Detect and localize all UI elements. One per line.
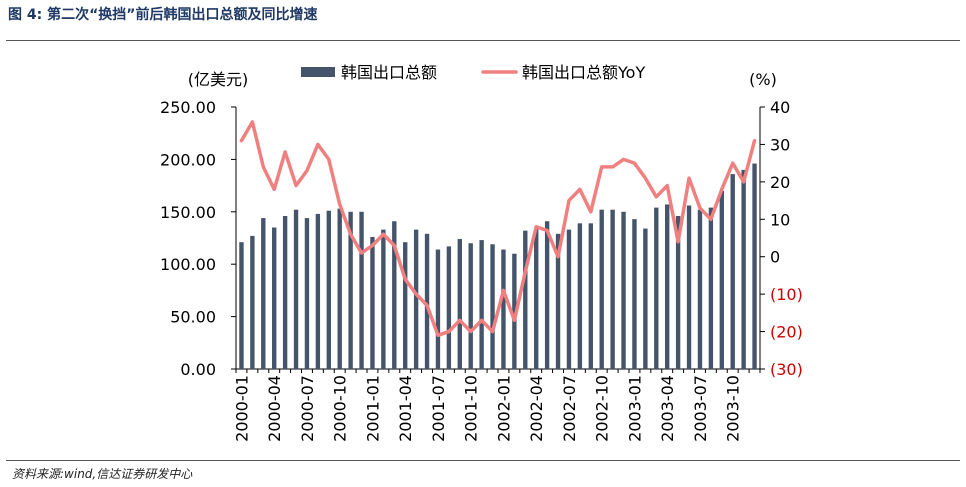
bar-2001-08 [446,246,452,369]
bar-2002-10 [599,209,604,369]
bar-2003-04 [665,204,670,369]
bar-2002-11 [610,209,615,369]
right-tick-label: (20) [770,323,803,342]
right-axis-unit: (%) [749,70,777,89]
bar-2003-05 [675,215,681,369]
bar-2003-03 [654,207,659,369]
bar-2003-11 [741,169,746,369]
right-tick-label: 30 [770,135,790,154]
bar-2001-03 [392,221,397,369]
bar-2002-01 [501,249,506,369]
left-tick-label: 200.00 [160,150,216,169]
bar-2000-01 [239,242,244,369]
legend-swatch-bar [301,67,335,77]
x-tick-label: 2001-01 [363,375,382,442]
bar-2003-10 [730,174,735,369]
line-series [239,120,757,338]
x-tick-label: 2002-04 [527,375,546,442]
bar-2002-06 [555,233,561,369]
bar-2001-02 [381,229,386,369]
bar-2001-11 [479,240,484,369]
bar-2003-09 [719,190,724,369]
right-tick-label: 20 [770,173,790,192]
bar-2002-12 [621,211,626,369]
bar-2001-10 [468,243,473,369]
page-title: 图 4: 第二次“换挡”前后韩国出口总额及同比增速 [8,7,318,23]
x-tick-label: 2000-07 [298,375,317,442]
bar-2000-08 [315,213,321,369]
bar-2002-04 [534,228,539,369]
x-tick-label: 2003-04 [658,375,677,442]
bar-2000-04 [272,227,277,369]
right-tick-label: 10 [770,210,790,229]
x-tick-label: 2003-10 [724,375,743,442]
labels-layer: 0.00 50.00 100.00 150.00 200.00 250.00 (30) (20… [160,63,803,442]
yoy-line [239,120,757,338]
bar-2003-06 [686,205,692,369]
x-tick-label: 2001-07 [429,375,448,442]
bar-2001-06 [424,233,430,369]
bar-2000-10 [337,208,342,369]
bar-2000-06 [293,209,299,369]
bar-2003-12 [752,163,757,369]
right-tick-label: 40 [770,98,790,117]
left-tick-label: 250.00 [160,98,216,117]
left-tick-label: 0.00 [180,360,216,379]
bar-2001-05 [413,229,419,369]
bar-2000-09 [326,210,331,369]
x-tick-label: 2003-07 [691,375,710,442]
bar-2001-01 [370,236,375,369]
bar-2003-01 [632,219,637,369]
x-tick-label: 2001-04 [396,375,415,442]
source-note: 资料来源:wind,信达证券研发中心 [12,467,193,481]
left-tick-label: 50.00 [170,308,216,327]
bar-2002-03 [523,230,528,369]
bar-2002-02 [512,253,517,369]
bar-2000-05 [282,215,288,369]
x-tick-label: 2002-01 [494,375,513,442]
bar-2002-09 [588,223,593,369]
bar-2001-07 [435,249,441,369]
footer-divider [6,460,960,461]
right-tick-label: (10) [770,285,803,304]
legend-label-bar: 韩国出口总额 [341,63,437,82]
x-tick-label: 2002-10 [593,375,612,442]
bar-2003-07 [697,209,703,369]
x-tick-label: 2001-10 [462,375,481,442]
bar-2001-04 [403,242,408,369]
bar-2001-09 [457,239,462,369]
bar-2003-08 [708,207,714,369]
bar-2002-05 [544,221,550,369]
bar-2000-11 [348,211,353,369]
legend-label-line: 韩国出口总额YoY [522,63,645,82]
right-tick-label: (30) [770,360,803,379]
bar-2002-07 [566,229,572,369]
x-tick-label: 2003-01 [625,375,644,442]
bar-series [239,163,757,369]
left-tick-label: 100.00 [160,255,216,274]
bar-2000-07 [304,218,310,369]
right-tick-label: 0 [770,248,780,267]
axes-layer [231,106,765,373]
bar-2002-08 [577,223,583,369]
x-tick-label: 2000-01 [232,375,251,442]
left-tick-label: 150.00 [160,203,216,222]
left-axis-unit: (亿美元) [188,70,249,89]
bar-2000-02 [250,235,255,369]
bar-2000-12 [359,211,364,369]
x-tick-label: 2000-04 [265,375,284,442]
bar-2000-03 [261,218,266,369]
x-tick-label: 2002-07 [560,375,579,442]
bar-2003-02 [643,228,648,369]
title-divider [6,40,960,41]
bar-2001-12 [490,244,495,369]
x-tick-label: 2000-10 [331,375,350,442]
